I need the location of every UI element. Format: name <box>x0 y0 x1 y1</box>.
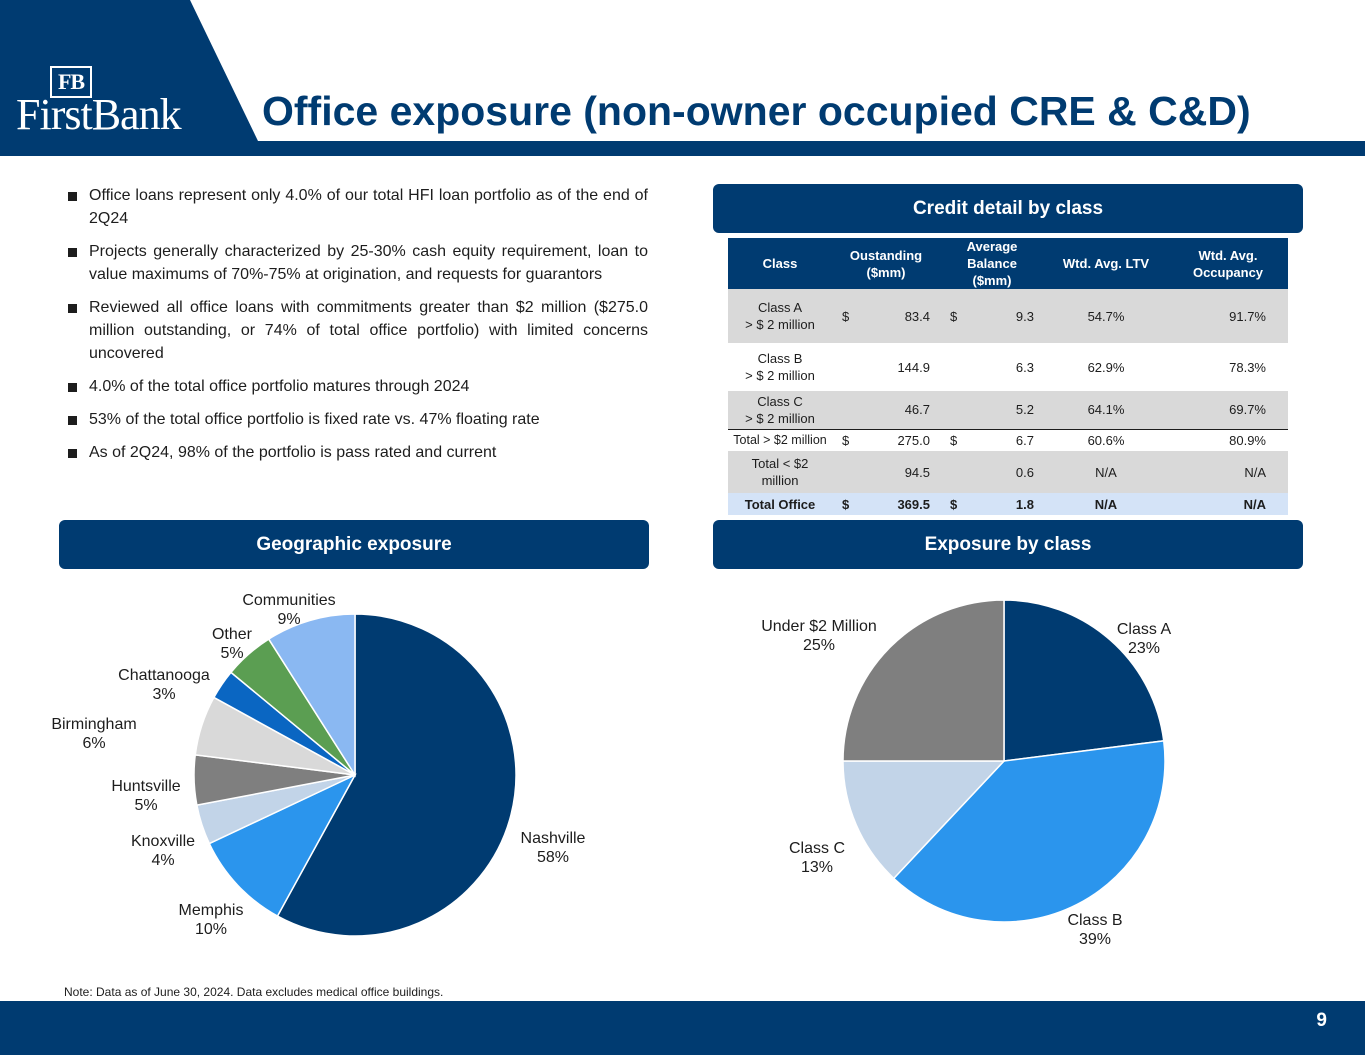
logo-background <box>0 0 258 141</box>
table-row-total-office: Total Office $ 369.5 $ 1.8 N/A N/A <box>728 493 1288 515</box>
bullet-square-icon <box>68 383 77 392</box>
footer-bar <box>0 1001 1365 1055</box>
logo-text: FirstBank <box>16 90 182 139</box>
pie-slice-class-a <box>1003 599 1165 762</box>
geographic-exposure-header: Geographic exposure <box>59 520 649 569</box>
logo-mark: FB <box>50 66 92 98</box>
bullet-square-icon <box>68 449 77 458</box>
page-title: Office exposure (non-owner occupied CRE … <box>262 88 1251 134</box>
col-header-outstanding: Oustanding ($mm) <box>832 238 940 289</box>
pie-label-chattanooga: Chattanooga 3% <box>118 667 210 703</box>
pie-label-nashville: Nashville 58% <box>521 830 586 866</box>
pie-slice-class-b <box>892 739 1166 923</box>
pie-label-under-2-million: Under $2 Million 25% <box>761 618 877 654</box>
header: FB FirstBank Office exposure (non-owner … <box>0 0 1365 156</box>
table-row: Total < $2 million 94.5 0.6 N/A N/A <box>728 451 1288 493</box>
bullet-item: 53% of the total office portfolio is fix… <box>68 408 648 431</box>
col-header-ltv: Wtd. Avg. LTV <box>1044 238 1168 289</box>
table-row: Class A > $ 2 million $ 83.4 $ 9.3 54.7% … <box>728 289 1288 343</box>
bullet-item: As of 2Q24, 98% of the portfolio is pass… <box>68 441 648 464</box>
table-row: Class B > $ 2 million 144.9 6.3 62.9% 78.… <box>745 351 1266 383</box>
footnote: Note: Data as of June 30, 2024. Data exc… <box>64 985 444 999</box>
pie-label-class-c: Class C 13% <box>789 840 845 876</box>
header-bar <box>0 141 1365 156</box>
bullet-square-icon <box>68 248 77 257</box>
pie-slice-under-2-million <box>842 599 1005 762</box>
bullet-item: Office loans represent only 4.0% of our … <box>68 184 648 230</box>
bullet-square-icon <box>68 192 77 201</box>
pie-label-memphis: Memphis 10% <box>179 902 244 938</box>
table-header-row: Class Oustanding ($mm) Average Balance ($m… <box>728 238 1288 289</box>
pie-slice-class-c <box>842 760 1006 880</box>
pie-label-birmingham: Birmingham 6% <box>51 716 136 752</box>
credit-detail-table: Class Oustanding ($mm) Average Balance ($m… <box>728 238 1288 515</box>
bullet-item: Reviewed all office loans with commitmen… <box>68 296 648 365</box>
credit-detail-header: Credit detail by class <box>713 184 1303 233</box>
exposure-by-class-header: Exposure by class <box>713 520 1303 569</box>
pie-slice-communities <box>267 613 356 778</box>
pie-label-class-a: Class A 23% <box>1117 621 1172 657</box>
col-header-class: Class <box>728 238 832 289</box>
table-row: Class C > $ 2 million 46.7 5.2 64.1% 69.7… <box>728 391 1288 429</box>
page-number: 9 <box>1316 1010 1327 1031</box>
col-header-occupancy: Wtd. Avg. Occupancy <box>1168 238 1288 289</box>
pie-label-huntsville: Huntsville 5% <box>111 778 180 814</box>
pie-label-other: Other 5% <box>212 626 253 662</box>
pie-slice-memphis <box>208 773 357 918</box>
summary-bullets: Office loans represent only 4.0% of our … <box>68 184 648 474</box>
pie-label-knoxville: Knoxville 4% <box>131 833 195 869</box>
bullet-item: Projects generally characterized by 25-3… <box>68 240 648 286</box>
bullet-square-icon <box>68 304 77 313</box>
bullet-square-icon <box>68 416 77 425</box>
table-row: Total > $2 million $ 275.0 $ 6.7 60.6% 8… <box>728 428 1288 451</box>
pie-label-communities: Communities 9% <box>242 592 335 628</box>
pie-label-class-b: Class B 39% <box>1067 912 1122 948</box>
col-header-avg-balance: Average Balance ($mm) <box>940 238 1044 289</box>
pie-slice-nashville <box>276 613 517 937</box>
bullet-item: 4.0% of the total office portfolio matur… <box>68 375 648 398</box>
